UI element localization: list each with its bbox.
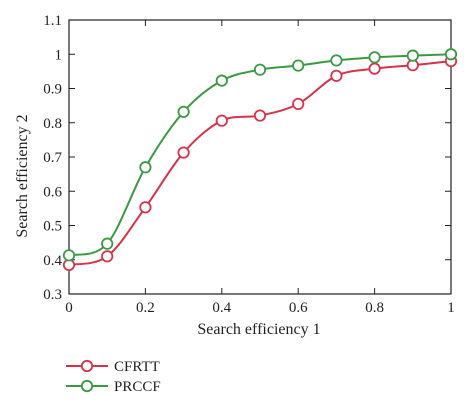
- data-point-prccf: [215, 74, 228, 87]
- legend-label-prccf: PRCCF: [114, 379, 161, 395]
- y-tick-label: 1.1: [43, 13, 62, 29]
- data-point-prccf: [368, 51, 381, 64]
- data-point-cfrtt: [292, 97, 305, 111]
- plot-frame: [68, 19, 452, 295]
- data-point-prccf: [292, 59, 305, 72]
- x-tick-label: 0: [65, 300, 73, 316]
- data-point-prccf: [253, 63, 267, 76]
- legend-marker-prccf: [80, 379, 94, 393]
- series-line-prccf: [68, 53, 452, 257]
- y-tick-label: 0.3: [43, 287, 62, 303]
- data-point-cfrtt: [368, 62, 381, 75]
- data-point-prccf: [406, 49, 419, 62]
- data-point-cfrtt: [330, 69, 343, 82]
- x-tick-label: 0.6: [289, 300, 308, 316]
- y-tick-label: 0.6: [43, 184, 62, 200]
- data-point-prccf: [139, 161, 152, 174]
- x-axis-title: Search efficiency 1: [197, 321, 320, 338]
- legend: CFRTT PRCCF: [66, 359, 161, 395]
- y-tick-label: 0.4: [43, 253, 62, 269]
- data-point-cfrtt: [253, 109, 267, 122]
- x-tick-label: 1: [447, 300, 455, 316]
- y-tick-label: 0.7: [43, 150, 62, 166]
- data-point-prccf: [330, 54, 343, 67]
- data-point-prccf: [101, 237, 114, 250]
- data-point-prccf: [444, 48, 458, 61]
- legend-marker-cfrtt: [80, 359, 94, 373]
- legend-label-cfrtt: CFRTT: [114, 359, 160, 375]
- data-point-cfrtt: [101, 250, 114, 263]
- y-tick-label: 0.5: [43, 219, 62, 235]
- data-point-prccf: [177, 105, 190, 118]
- data-point-prccf: [62, 249, 76, 262]
- data-point-cfrtt: [139, 201, 152, 214]
- y-axis-title: Search efficiency 2: [14, 114, 31, 237]
- y-tick-label: 0.8: [43, 116, 62, 132]
- x-tick-label: 0.4: [212, 300, 231, 316]
- x-tick-label: 0.8: [365, 300, 384, 316]
- data-point-cfrtt: [177, 146, 190, 159]
- y-tick-label: 0.9: [43, 82, 62, 98]
- data-point-cfrtt: [215, 114, 228, 127]
- x-tick-label: 0.2: [136, 300, 155, 316]
- series-line-cfrtt: [68, 60, 452, 266]
- y-tick-label: 1: [55, 47, 63, 63]
